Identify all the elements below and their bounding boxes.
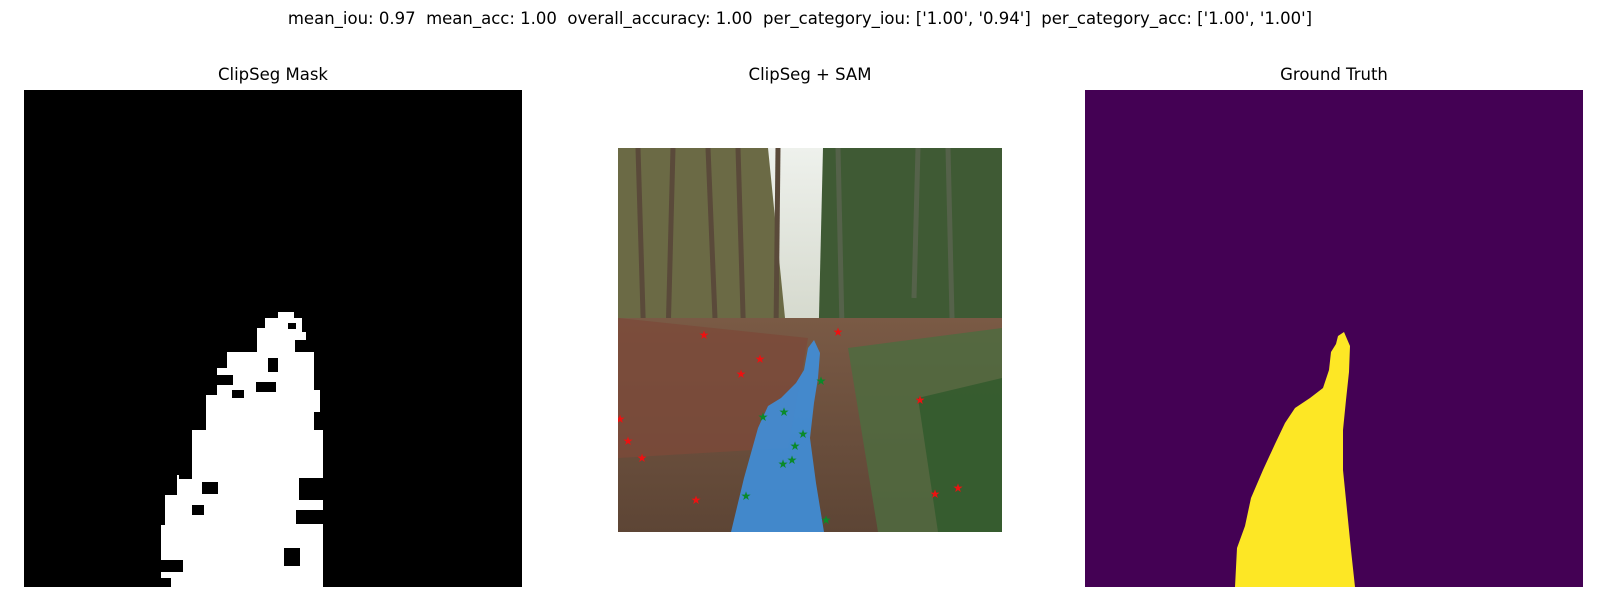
- negative-point: ★: [699, 328, 710, 342]
- negative-point: ★: [691, 493, 702, 507]
- ground-truth-region: [1235, 332, 1355, 587]
- panel-title-clipseg-mask: ClipSeg Mask: [217, 65, 328, 84]
- positive-points: ★ ★ ★ ★ ★ ★ ★ ★ ★: [741, 374, 832, 527]
- positive-point: ★: [779, 405, 790, 419]
- negative-point: ★: [833, 325, 844, 339]
- negative-point: ★: [930, 487, 941, 501]
- panel-title-clipseg-sam: ClipSeg + SAM: [748, 65, 872, 84]
- positive-point: ★: [798, 427, 809, 441]
- metrics-title: mean_iou: 0.97 mean_acc: 1.00 overall_ac…: [287, 9, 1313, 28]
- panel-title-ground-truth: Ground Truth: [1280, 65, 1388, 84]
- clipseg-sam-image: ★ ★ ★ ★ ★ ★ ★ ★ ★ ★ ★ ★ ★ ★ ★ ★ ★ ★ ★ ★: [618, 148, 1002, 532]
- forest-left: [618, 148, 788, 368]
- positive-point: ★: [821, 513, 832, 527]
- negative-point: ★: [736, 367, 747, 381]
- negative-point: ★: [755, 352, 766, 366]
- clipseg-mask-image: [24, 90, 522, 587]
- negative-point: ★: [637, 451, 648, 465]
- fern-right: [918, 378, 1002, 532]
- positive-point: ★: [778, 457, 789, 471]
- ground-truth-image: [1085, 90, 1583, 587]
- positive-point: ★: [790, 439, 801, 453]
- positive-point: ★: [816, 374, 827, 388]
- negative-point: ★: [953, 481, 964, 495]
- mask-region: [161, 312, 323, 587]
- positive-point: ★: [787, 453, 798, 467]
- negative-point: ★: [623, 434, 634, 448]
- positive-point: ★: [758, 410, 769, 424]
- negative-point: ★: [618, 412, 625, 426]
- sam-overlay-path: [731, 340, 824, 532]
- negative-point: ★: [915, 393, 926, 407]
- negative-points: ★ ★ ★ ★ ★ ★ ★ ★ ★ ★ ★: [618, 325, 963, 507]
- positive-point: ★: [741, 489, 752, 503]
